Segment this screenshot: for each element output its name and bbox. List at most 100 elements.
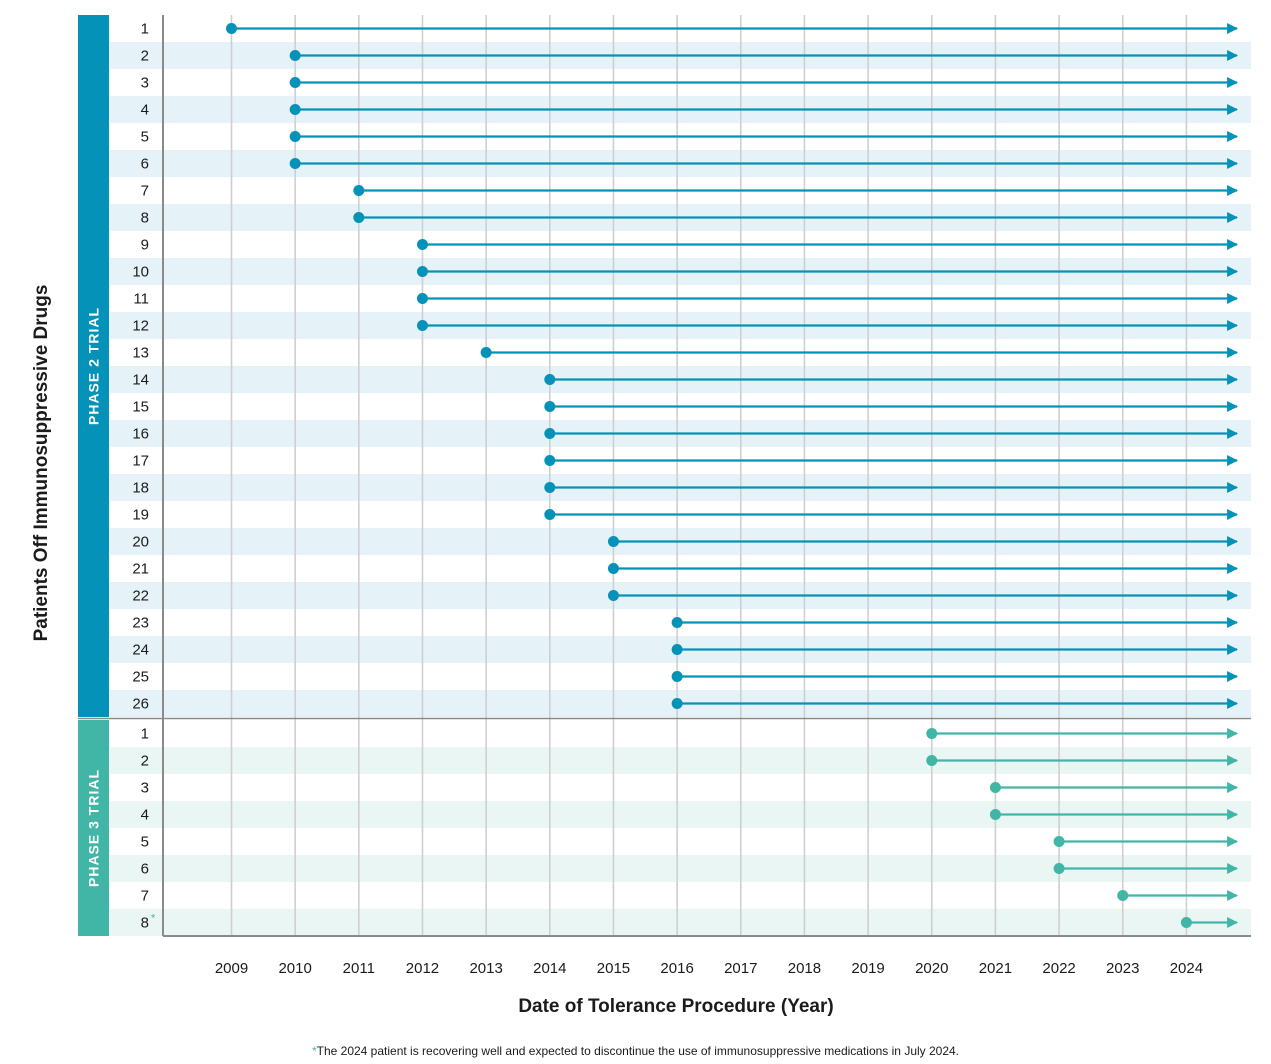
x-tick-labels: 2009 2010 2011 2012 2013 2014 2015 2016 2017 2018… bbox=[215, 960, 1203, 977]
phase-3-patient-start-dot bbox=[1117, 890, 1129, 901]
x-tick-label: 2017 bbox=[724, 960, 757, 977]
phase-3-row-label: 8 bbox=[141, 915, 149, 932]
row-bands bbox=[110, 42, 1251, 936]
phase-2-row-label: 21 bbox=[132, 561, 149, 578]
x-tick-label: 2013 bbox=[469, 960, 502, 977]
phase-2-patient-start-dot bbox=[226, 23, 237, 34]
phase-2-row-label: 14 bbox=[132, 372, 149, 389]
x-tick-label: 2021 bbox=[979, 960, 1012, 977]
x-tick-label: 2009 bbox=[215, 960, 248, 977]
x-tick-label: 2018 bbox=[788, 960, 821, 977]
x-tick-label: 2016 bbox=[660, 960, 693, 977]
phase-3-row-label: 6 bbox=[141, 861, 149, 878]
x-tick-label: 2012 bbox=[406, 960, 439, 977]
phase-3-row-label: 2 bbox=[141, 753, 149, 770]
phase-2-patient-start-dot bbox=[353, 185, 365, 196]
x-tick-label: 2010 bbox=[278, 960, 311, 977]
phase-2-patient-start-dot bbox=[289, 77, 301, 88]
phase-2-row-label: 11 bbox=[133, 291, 149, 308]
phase-2-patient-start-dot bbox=[607, 590, 619, 601]
phase-3-bar bbox=[78, 720, 109, 936]
phase-2-patient-start-dot bbox=[544, 374, 556, 385]
phase-2-patient-start-dot bbox=[671, 644, 683, 655]
x-tick-label: 2015 bbox=[597, 960, 630, 977]
phase-2-row-label: 13 bbox=[132, 345, 149, 362]
phase-2-row-label: 7 bbox=[141, 183, 149, 200]
phase-3-patient-start-dot bbox=[1180, 917, 1192, 928]
phase-3-row-band bbox=[110, 909, 1251, 936]
phase-2-patient-start-dot bbox=[289, 158, 301, 169]
phase-2-patient-start-dot bbox=[416, 266, 428, 277]
phase-2-patient-start-dot bbox=[607, 563, 619, 574]
x-axis-label: Date of Tolerance Procedure (Year) bbox=[518, 996, 833, 1017]
phase-3-row-label: 4 bbox=[141, 807, 149, 824]
phase-2-row-label: 24 bbox=[132, 642, 149, 659]
phase-2-row-label: 17 bbox=[132, 453, 149, 470]
phase-3-row-label: 1 bbox=[141, 726, 149, 743]
footnote-marker: * bbox=[311, 1044, 317, 1058]
phase-2-row-label: 23 bbox=[132, 615, 149, 632]
phase-2-row-label: 25 bbox=[132, 669, 149, 686]
phase-2-patient-start-dot bbox=[480, 347, 492, 358]
phase-2-patient-start-dot bbox=[416, 320, 428, 331]
x-tick-label: 2019 bbox=[851, 960, 884, 977]
phase-2-label: PHASE 2 TRIAL bbox=[86, 307, 102, 425]
phase-2-row-label: 26 bbox=[132, 696, 149, 713]
phase-2-patient-start-dot bbox=[289, 131, 301, 142]
phase-2-patient-start-dot bbox=[671, 617, 683, 628]
phase-2-patient-start-dot bbox=[289, 50, 301, 61]
phase-2-row-label: 16 bbox=[132, 426, 149, 443]
axes bbox=[78, 15, 1251, 937]
x-tick-label: 2024 bbox=[1170, 960, 1203, 977]
phase-2-row-label: 6 bbox=[141, 156, 149, 173]
phase-2-patient-start-dot bbox=[544, 509, 556, 520]
x-tick-label: 2011 bbox=[343, 960, 375, 977]
phase-2-row-label: 18 bbox=[132, 480, 149, 497]
x-tick-label: 2023 bbox=[1106, 960, 1139, 977]
phase-2-patient-start-dot bbox=[671, 698, 683, 709]
phase-2-row-label: 8 bbox=[141, 210, 149, 227]
phase-2-row-label: 12 bbox=[132, 318, 149, 335]
patient-timelines bbox=[226, 23, 1239, 928]
phase-2-row-label: 15 bbox=[132, 399, 149, 416]
phase-2-patient-start-dot bbox=[544, 401, 556, 412]
phase-2-bar bbox=[78, 15, 109, 717]
phase-2-patient-start-dot bbox=[544, 482, 556, 493]
phase-labels: PHASE 2 TRIAL PHASE 3 TRIAL bbox=[78, 15, 109, 936]
footnote: *The 2024 patient is recovering well and… bbox=[0, 1044, 1271, 1058]
row-labels: 1234567891011121314151617181920212223242… bbox=[132, 21, 156, 932]
phase-2-patient-start-dot bbox=[544, 455, 556, 466]
y-axis-label: Patients Off Immunosuppressive Drugs bbox=[31, 285, 52, 642]
phase-3-row-label: 3 bbox=[141, 780, 149, 797]
footnote-text: The 2024 patient is recovering well and … bbox=[316, 1044, 960, 1058]
phase-3-patient-start-dot bbox=[989, 809, 1001, 820]
x-tick-label: 2022 bbox=[1042, 960, 1075, 977]
phase-2-row-label: 9 bbox=[141, 237, 149, 254]
phase-3-row-marker: * bbox=[151, 913, 156, 925]
phase-3-patient-start-dot bbox=[926, 755, 938, 766]
phase-2-row-label: 1 bbox=[141, 21, 149, 38]
x-tick-label: 2014 bbox=[533, 960, 566, 977]
x-tick-label: 2020 bbox=[915, 960, 948, 977]
phase-2-patient-start-dot bbox=[416, 293, 428, 304]
phase-3-label: PHASE 3 TRIAL bbox=[86, 769, 102, 887]
phase-2-patient-start-dot bbox=[353, 212, 365, 223]
phase-2-patient-start-dot bbox=[544, 428, 556, 439]
phase-2-row-label: 20 bbox=[132, 534, 149, 551]
phase-3-patient-start-dot bbox=[926, 728, 938, 739]
phase-2-patient-start-dot bbox=[289, 104, 301, 115]
phase-2-row-label: 19 bbox=[132, 507, 149, 524]
phase-2-patient-start-dot bbox=[416, 239, 428, 250]
phase-2-row-label: 2 bbox=[141, 48, 149, 65]
phase-3-patient-start-dot bbox=[1053, 863, 1065, 874]
phase-2-row-label: 5 bbox=[141, 129, 149, 146]
phase-3-row-label: 5 bbox=[141, 834, 149, 851]
phase-2-row-label: 4 bbox=[141, 102, 149, 119]
phase-3-row-label: 7 bbox=[141, 888, 149, 905]
phase-2-row-label: 3 bbox=[141, 75, 149, 92]
phase-2-row-label: 10 bbox=[132, 264, 149, 281]
vertical-gridlines bbox=[230, 15, 1188, 936]
phase-3-patient-start-dot bbox=[989, 782, 1001, 793]
phase-3-patient-start-dot bbox=[1053, 836, 1065, 847]
